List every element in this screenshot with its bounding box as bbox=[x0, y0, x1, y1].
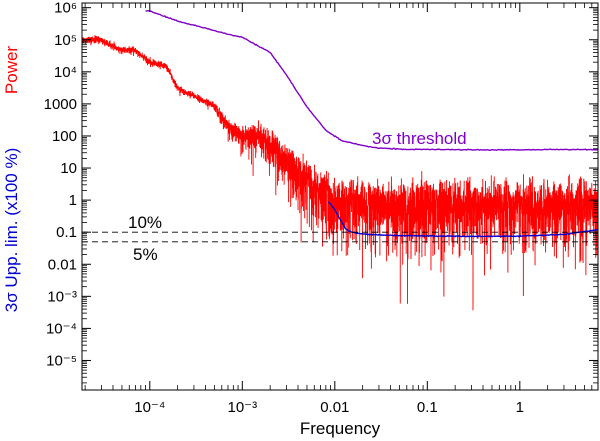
x-tick-label: 0.01 bbox=[320, 399, 349, 416]
upper-limit-series-line bbox=[327, 201, 599, 238]
y-tick-label: 10⁶ bbox=[54, 0, 77, 17]
ref-label-10: 10% bbox=[128, 213, 162, 232]
x-tick-label: 0.1 bbox=[417, 399, 438, 416]
y-tick-label: 0.1 bbox=[56, 224, 77, 241]
y-tick-label: 10 bbox=[60, 160, 77, 177]
threshold-series-group bbox=[145, 9, 599, 152]
axis-ticks-group: 10⁻⁴ 10⁻³ 0.01 0.1 1 10⁶ 10⁵ 10⁴ 1000 100 10 1 0.1 0.… bbox=[44, 0, 599, 416]
plot-frame bbox=[81, 2, 599, 391]
threshold-annotation: 3σ threshold bbox=[372, 129, 467, 148]
upper-limit-series-group bbox=[327, 201, 599, 238]
y-tick-label: 100 bbox=[52, 128, 77, 145]
x-tick-label: 10⁻⁴ bbox=[134, 399, 165, 416]
threshold-series-line bbox=[145, 9, 599, 152]
y-axis-title-upper-limit: 3σ Upp. lim. (x100 %) bbox=[2, 148, 21, 313]
y-tick-label: 1000 bbox=[44, 96, 77, 113]
y-tick-label: 10⁵ bbox=[54, 32, 77, 49]
y-tick-label: 10⁻³ bbox=[47, 288, 77, 305]
y-tick-label: 1 bbox=[69, 192, 77, 209]
y-tick-label: 10⁻⁵ bbox=[46, 352, 77, 369]
ref-label-5: 5% bbox=[133, 245, 158, 264]
y-tick-label: 0.01 bbox=[48, 256, 77, 273]
reference-lines-group bbox=[82, 231, 598, 243]
x-axis-title: Frequency bbox=[300, 419, 381, 438]
y-tick-label: 10⁴ bbox=[54, 64, 77, 81]
y-axis-title-power: Power bbox=[2, 46, 21, 95]
x-tick-label: 10⁻³ bbox=[227, 399, 257, 416]
x-tick-label: 1 bbox=[516, 399, 524, 416]
y-tick-label: 10⁻⁴ bbox=[46, 320, 77, 337]
